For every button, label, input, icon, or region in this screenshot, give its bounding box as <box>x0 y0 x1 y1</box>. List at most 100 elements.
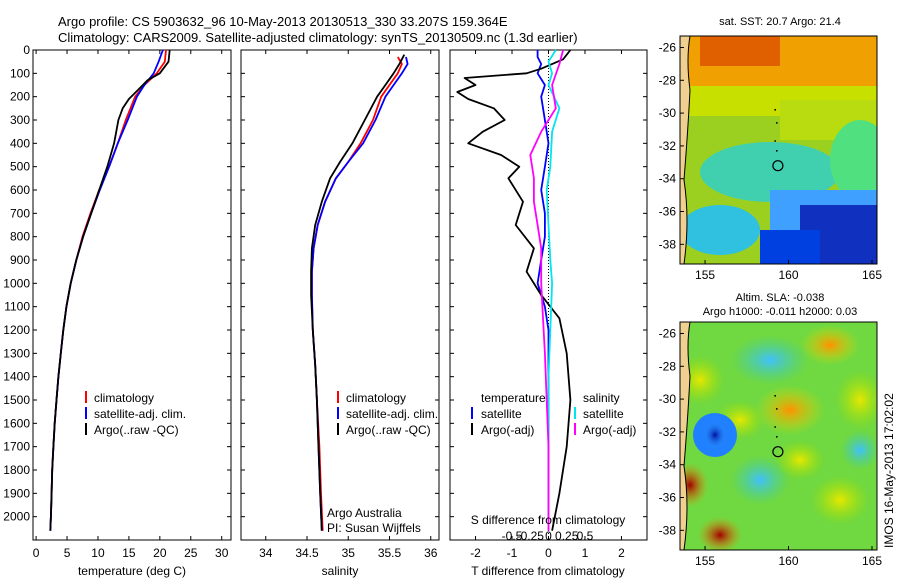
depth-tick-label: 1900 <box>3 486 30 500</box>
salinity-legend: climatology satellite-adj. clim. Argo(..… <box>337 391 438 437</box>
map-y-tick-label: -30 <box>659 392 677 406</box>
x-tick-label: 35 <box>342 546 356 560</box>
track-point <box>775 408 778 410</box>
x-tick-label: 0 <box>33 546 40 560</box>
salinity-series <box>310 54 409 531</box>
track-point <box>774 394 777 397</box>
depth-tick-label: 1000 <box>3 276 30 290</box>
sla-map-title-2: Argo h1000: -0.011 h2000: 0.03 <box>703 306 858 318</box>
depth-tick-label: 100 <box>10 66 30 80</box>
track-point <box>774 140 777 142</box>
legend-label-argo: Argo(..raw -QC) <box>346 423 431 437</box>
x-tick-label: 20 <box>153 546 167 560</box>
x-tick-label: -1 <box>507 546 518 560</box>
sla-map-axes: 155 160 165 -26 -28 -30 -32 -34 -36 -38 <box>659 326 883 568</box>
map-y-tick-label: -36 <box>659 491 677 505</box>
annotation-pi: PI: Susan Wijffels <box>327 521 421 535</box>
depth-tick-label: 900 <box>10 253 30 267</box>
salinity-panel: 34 34.5 35 35.5 36 salinity climatology sate… <box>240 49 440 578</box>
t-difference-x-axis: -2 -1 0 1 2 <box>470 50 625 560</box>
depth-tick-label: 500 <box>10 160 30 174</box>
s-tick-label: -0.25 <box>517 529 545 543</box>
x-tick-label: 34 <box>259 546 273 560</box>
temperature-legend: climatology satellite-adj. clim. Argo(..… <box>85 391 186 437</box>
sst-map-frame <box>679 35 878 265</box>
s-tick-label: 0.25 <box>555 529 579 543</box>
x-tick-label: 35.5 <box>378 546 402 560</box>
depth-tick-label: 600 <box>10 183 30 197</box>
map-x-tick-label: 160 <box>779 268 799 282</box>
difference-y-ticks <box>450 49 647 518</box>
sla-map-title-1: Altim. SLA: -0.038 <box>736 292 825 304</box>
legend-label-climatology: climatology <box>346 391 406 405</box>
difference-panel: -2 -1 0 1 2 -0.5-0.25 0 0.250.5 T difference f… <box>449 49 648 578</box>
x-tick-label: 36 <box>424 546 438 560</box>
temperature-panel: 0100200300400500600700800900100011001200… <box>3 43 232 578</box>
header-line-2: Climatology: CARS2009. Satellite-adjuste… <box>58 30 578 45</box>
sst-map-title: sat. SST: 20.7 Argo: 21.4 <box>719 16 841 28</box>
series-line-argo-raw-qc- <box>310 54 406 531</box>
x-tick-label: 5 <box>64 546 71 560</box>
annotation-argo-australia: Argo Australia <box>327 506 402 520</box>
map-x-tick-label: 155 <box>695 268 715 282</box>
depth-tick-label: 800 <box>10 230 30 244</box>
track-point <box>775 435 778 438</box>
imos-timestamp: IMOS 16-May-2013 17:02:02 <box>882 393 896 548</box>
map-y-tick-label: -32 <box>659 425 677 439</box>
sst-map-panel: sat. SST: 20.7 Argo: 21.4 155 160 165 -26 -2… <box>659 16 883 282</box>
header-line-1: Argo profile: CS 5903632_96 10-May-2013 … <box>58 14 508 29</box>
x-tick-label: 1 <box>582 546 589 560</box>
salinity-x-axis: 34 34.5 35 35.5 36 <box>259 50 438 560</box>
s-difference-ticks: -0.5-0.25 0 0.250.5 <box>502 529 594 543</box>
sst-map-axes: 155 160 165 -26 -28 -30 -32 -34 -36 -38 <box>659 40 883 282</box>
legend-label-climatology: climatology <box>94 391 154 405</box>
depth-tick-label: 2000 <box>3 510 30 524</box>
sst-argo-marker <box>772 160 784 172</box>
map-y-tick-label: -34 <box>659 458 677 472</box>
depth-tick-label: 1700 <box>3 440 30 454</box>
x-tick-label: 34.5 <box>295 546 319 560</box>
series-line-temperature-argo-adj- <box>456 49 572 531</box>
sla-map-panel: Altim. SLA: -0.038 Argo h1000: -0.011 h2… <box>659 292 883 568</box>
salinity-xlabel: salinity <box>322 564 359 578</box>
map-y-tick-label: -30 <box>659 106 677 120</box>
sla-argo-marker <box>772 446 784 458</box>
depth-tick-label: 1400 <box>3 370 30 384</box>
legend-label-s-argo: Argo(-adj) <box>583 423 636 437</box>
depth-tick-label: 1200 <box>3 323 30 337</box>
x-tick-label: 2 <box>618 546 625 560</box>
temperature-x-axis: 0 5 10 15 20 25 30 <box>33 50 229 560</box>
x-tick-label: 30 <box>215 546 229 560</box>
s-tick-label: -0.5 <box>502 529 523 543</box>
map-x-tick-label: 165 <box>862 268 882 282</box>
s-difference-label: S difference from climatology <box>471 513 626 527</box>
legend-label-s-satellite: satellite <box>583 407 624 421</box>
temperature-series <box>49 49 171 531</box>
x-tick-label: -2 <box>470 546 481 560</box>
depth-tick-label: 700 <box>10 206 30 220</box>
salinity-axes-box <box>240 49 440 541</box>
temperature-xlabel: temperature (deg C) <box>78 564 186 578</box>
depth-axis: 0 100 200 300 400 500 600 700 800 900 1000 1100 1200… <box>3 43 231 524</box>
depth-tick-label: 1800 <box>3 463 30 477</box>
map-y-tick-label: -28 <box>659 73 677 87</box>
legend-label-satellite: satellite-adj. clim. <box>94 407 186 421</box>
depth-tick-label: 1100 <box>4 300 30 314</box>
depth-tick-label: 1500 <box>3 393 30 407</box>
series-line-argo-raw-qc- <box>49 49 171 531</box>
map-y-tick-label: -26 <box>659 40 677 54</box>
sla-map-image <box>680 322 877 550</box>
track-point <box>774 426 777 428</box>
depth-tick-label: 200 <box>10 90 30 104</box>
depth-tick-label: 300 <box>10 113 30 127</box>
depth-tick-label: 0 <box>23 43 30 57</box>
x-tick-label: 25 <box>184 546 198 560</box>
x-tick-label: 10 <box>91 546 105 560</box>
legend-label-t-argo: Argo(-adj) <box>481 423 534 437</box>
map-x-tick-label: 155 <box>695 554 715 568</box>
legend-title-temperature: temperature <box>481 391 546 405</box>
depth-tick-label: 1600 <box>3 416 30 430</box>
s-tick-label: 0.5 <box>577 529 594 543</box>
map-y-tick-label: -38 <box>659 237 677 251</box>
